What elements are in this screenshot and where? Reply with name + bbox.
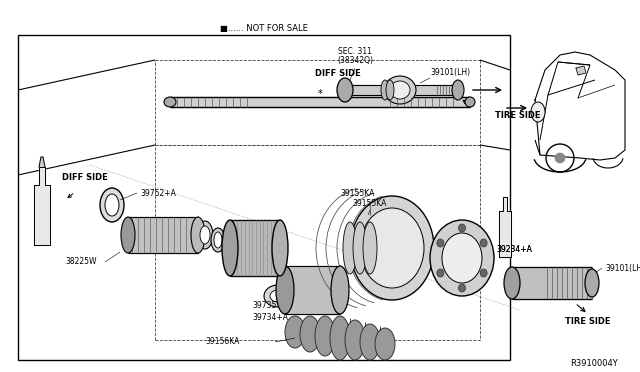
Ellipse shape	[480, 239, 487, 247]
Ellipse shape	[337, 78, 353, 102]
Ellipse shape	[442, 233, 482, 283]
Bar	[18, 35, 510, 360]
Ellipse shape	[191, 217, 205, 253]
Ellipse shape	[300, 316, 320, 352]
Ellipse shape	[384, 76, 416, 104]
Text: TIRE SIDE: TIRE SIDE	[495, 110, 541, 119]
Ellipse shape	[315, 316, 335, 356]
Ellipse shape	[200, 226, 210, 244]
Ellipse shape	[214, 232, 222, 248]
Text: 39156KA: 39156KA	[205, 337, 239, 346]
Ellipse shape	[458, 284, 465, 292]
Ellipse shape	[360, 208, 424, 288]
Text: 39234+A: 39234+A	[496, 246, 532, 254]
Ellipse shape	[353, 222, 367, 274]
Text: *: *	[317, 89, 323, 99]
Ellipse shape	[285, 316, 305, 348]
Ellipse shape	[343, 222, 357, 274]
Text: SEC. 311: SEC. 311	[338, 48, 372, 57]
Text: DIFF SIDE: DIFF SIDE	[62, 173, 108, 183]
Polygon shape	[576, 66, 586, 75]
Ellipse shape	[211, 228, 225, 252]
Polygon shape	[499, 197, 511, 257]
Text: TIRE SIDE: TIRE SIDE	[565, 317, 611, 327]
Ellipse shape	[197, 221, 213, 249]
Ellipse shape	[345, 320, 365, 360]
Text: 38225W: 38225W	[65, 257, 97, 266]
Text: 39101(LH): 39101(LH)	[605, 263, 640, 273]
Ellipse shape	[222, 220, 238, 276]
Polygon shape	[34, 167, 50, 245]
Ellipse shape	[360, 324, 380, 360]
Ellipse shape	[350, 196, 434, 300]
Text: 39752+A: 39752+A	[140, 189, 176, 198]
Text: 39155KA: 39155KA	[340, 189, 374, 199]
Text: 39734+A: 39734+A	[252, 314, 288, 323]
Ellipse shape	[164, 97, 176, 107]
Text: DIFF SIDE: DIFF SIDE	[315, 68, 361, 77]
Ellipse shape	[458, 224, 465, 232]
Ellipse shape	[390, 81, 410, 99]
Ellipse shape	[430, 220, 494, 296]
Ellipse shape	[465, 97, 475, 107]
Ellipse shape	[363, 222, 377, 274]
Text: ■...... NOT FOR SALE: ■...... NOT FOR SALE	[220, 23, 308, 32]
Text: (38342Q): (38342Q)	[337, 57, 373, 65]
Ellipse shape	[531, 102, 545, 122]
Ellipse shape	[386, 80, 394, 100]
Ellipse shape	[276, 266, 294, 314]
Ellipse shape	[272, 220, 288, 276]
Ellipse shape	[105, 194, 119, 216]
Ellipse shape	[264, 285, 292, 307]
Text: 39735: 39735	[252, 301, 276, 311]
Ellipse shape	[381, 80, 389, 100]
Ellipse shape	[480, 269, 487, 277]
Text: 39101(LH): 39101(LH)	[430, 67, 470, 77]
Ellipse shape	[437, 269, 444, 277]
Text: R3910004Y: R3910004Y	[570, 359, 618, 368]
Circle shape	[555, 153, 565, 163]
Ellipse shape	[270, 290, 286, 302]
Ellipse shape	[331, 266, 349, 314]
Ellipse shape	[375, 328, 395, 360]
Polygon shape	[39, 157, 45, 167]
Ellipse shape	[452, 80, 464, 100]
Text: 39155KA: 39155KA	[352, 199, 387, 208]
Ellipse shape	[585, 269, 599, 297]
Ellipse shape	[330, 316, 350, 360]
Ellipse shape	[121, 217, 135, 253]
Text: 39234+A: 39234+A	[496, 246, 532, 254]
Ellipse shape	[437, 239, 444, 247]
Ellipse shape	[504, 267, 520, 299]
Ellipse shape	[100, 188, 124, 222]
